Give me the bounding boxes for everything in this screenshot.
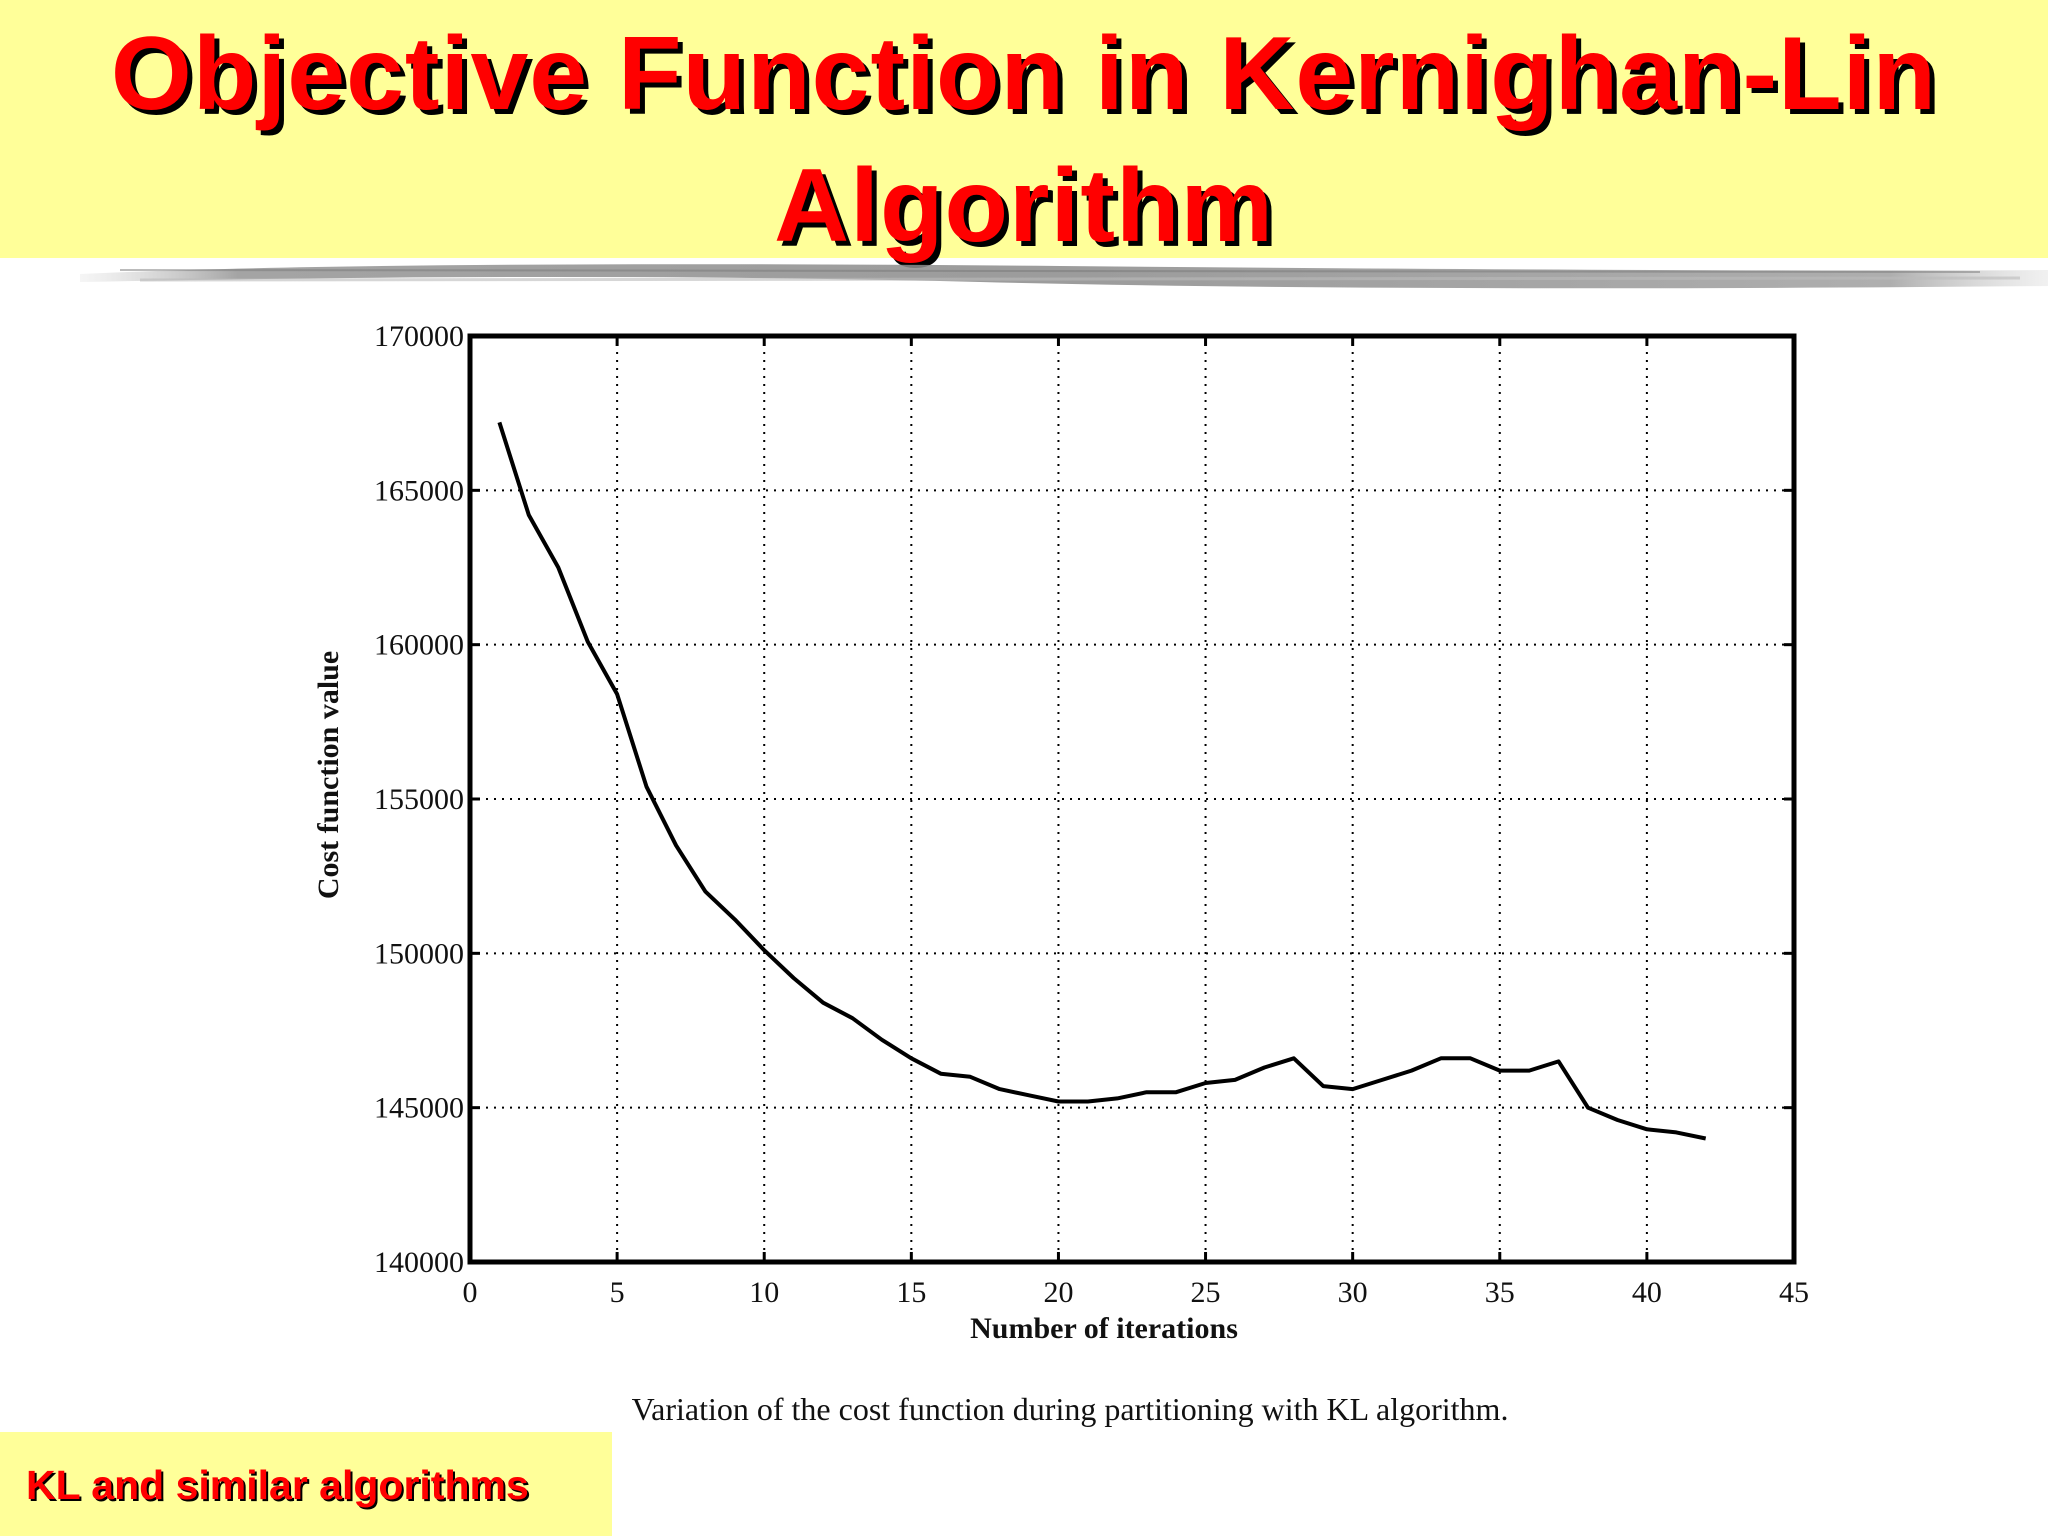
y-tick-label: 170000 — [374, 320, 464, 353]
title-band — [0, 0, 2048, 258]
y-tick-label: 160000 — [374, 629, 464, 662]
grid-layer — [470, 336, 1794, 1262]
y-tick-labels: 140000 145000 150000 155000 160000 165000 1700… — [374, 320, 464, 1279]
x-tick-label: 30 — [1338, 1276, 1368, 1309]
x-tick-label: 20 — [1043, 1276, 1073, 1309]
x-tick-label: 40 — [1632, 1276, 1662, 1309]
y-tick-label: 140000 — [374, 1246, 464, 1279]
cost-function-chart: 140000 145000 150000 155000 160000 165000 1700… — [312, 320, 1810, 1427]
chart-caption: Variation of the cost function during pa… — [632, 1391, 1509, 1427]
slide-title: Objective Function in Kernighan-Lin Algo… — [110, 16, 1938, 264]
ticks-layer — [468, 334, 1796, 1264]
y-axis-title: Cost function value — [312, 651, 345, 899]
footer-label: KL and similar algorithms — [26, 1462, 529, 1508]
x-tick-label: 5 — [610, 1276, 625, 1309]
y-tick-label: 165000 — [374, 474, 464, 507]
brush-stroke-divider — [80, 264, 2048, 289]
y-tick-label: 155000 — [374, 783, 464, 816]
x-tick-labels: 0 5 10 15 20 25 30 35 40 45 — [463, 1276, 1810, 1309]
y-tick-label: 145000 — [374, 1092, 464, 1125]
x-tick-label: 25 — [1191, 1276, 1221, 1309]
x-axis-title: Number of iterations — [970, 1312, 1238, 1345]
x-tick-label: 10 — [749, 1276, 779, 1309]
cost-function-series-line — [497, 421, 1707, 1141]
x-tick-label: 45 — [1779, 1276, 1809, 1309]
footer-band — [0, 1432, 612, 1536]
y-tick-label: 150000 — [374, 937, 464, 970]
x-tick-label: 15 — [896, 1276, 926, 1309]
plot-frame — [467, 333, 1797, 1265]
x-tick-label: 35 — [1485, 1276, 1515, 1309]
x-tick-label: 0 — [463, 1276, 478, 1309]
